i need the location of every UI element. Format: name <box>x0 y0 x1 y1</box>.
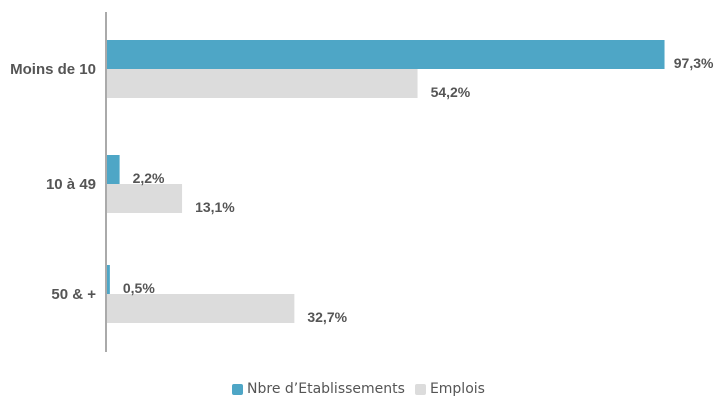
legend-swatch-series-2 <box>414 383 426 395</box>
legend-swatch-series-1 <box>232 383 244 395</box>
data-label-series-2-category-2: 13,1% <box>195 199 235 215</box>
chart-legend: Nbre d’Etablissements Emplois <box>0 380 717 398</box>
data-label-series-2-category-1: 54,2% <box>431 84 471 100</box>
bar-series-1-category-1 <box>107 40 665 69</box>
data-label-series-1-category-1: 97,3% <box>674 55 714 71</box>
category-label-50: 50 & + <box>51 286 96 303</box>
bar-series-1-category-2 <box>107 155 120 184</box>
legend-item-series-2: Emplois <box>414 381 485 397</box>
category-label-moins-de-10: Moins de 10 <box>10 61 96 78</box>
legend-item-series-1: Nbre d’Etablissements <box>232 381 405 397</box>
bar-series-2-category-3 <box>107 294 295 323</box>
bar-series-2-category-2 <box>107 184 183 213</box>
bar-series-2-category-1 <box>107 69 418 98</box>
legend-label-series-1: Nbre d’Etablissements <box>247 381 405 397</box>
data-label-series-2-category-3: 32,7% <box>307 309 347 325</box>
bar-series-1-category-3 <box>107 265 110 294</box>
category-label-10-49: 10 à 49 <box>46 176 96 193</box>
legend-label-series-2: Emplois <box>429 381 485 397</box>
bar-chart: Moins de 10 10 à 49 50 & + 97,3% 54,2% 2,2% 1… <box>10 12 714 352</box>
data-label-series-1-category-2: 2,2% <box>133 170 165 186</box>
data-label-series-1-category-3: 0,5% <box>123 280 155 296</box>
